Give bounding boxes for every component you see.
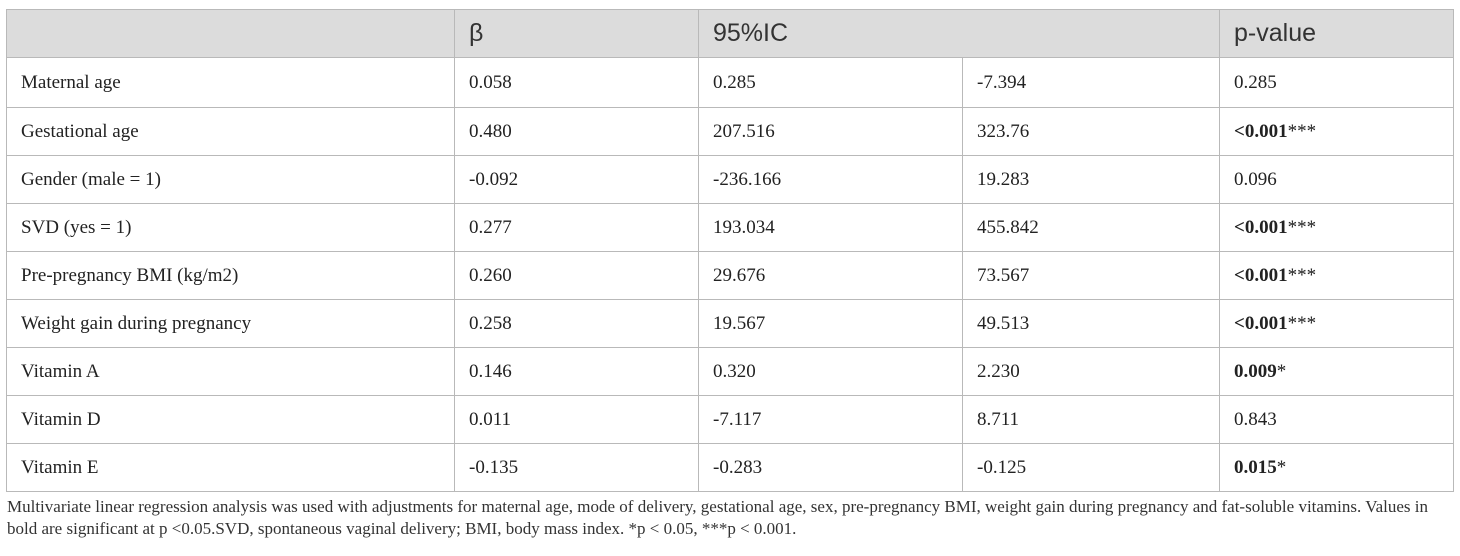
pvalue-cell: <0.001*** <box>1219 203 1455 252</box>
pvalue-number: 0.285 <box>1234 71 1277 93</box>
header-variable <box>6 9 455 58</box>
beta-cell: 0.058 <box>454 57 699 108</box>
table-row: Maternal age 0.058 0.285 -7.394 0.285 <box>6 57 1455 108</box>
row-label: SVD (yes = 1) <box>6 203 455 252</box>
pvalue-cell: 0.015* <box>1219 443 1455 492</box>
beta-cell: 0.011 <box>454 395 699 444</box>
ci-high-cell: 73.567 <box>961 251 1221 300</box>
significance-stars: *** <box>1287 312 1317 334</box>
pvalue-number: <0.001 <box>1234 312 1288 334</box>
pvalue-cell: <0.001*** <box>1219 299 1455 348</box>
header-ci: 95%IC <box>697 9 1221 58</box>
pvalue-cell: 0.096 <box>1219 155 1455 204</box>
pvalue-cell: 0.009* <box>1219 347 1455 396</box>
row-label: Vitamin E <box>6 443 455 492</box>
pvalue-cell: 0.843 <box>1219 395 1455 444</box>
row-label: Pre-pregnancy BMI (kg/m2) <box>6 251 455 300</box>
beta-cell: 0.258 <box>454 299 699 348</box>
pvalue-number: <0.001 <box>1234 216 1288 238</box>
significance-stars: *** <box>1287 264 1317 286</box>
table-row: Gender (male = 1) -0.092 -236.166 19.283 0.0… <box>6 155 1455 204</box>
header-pvalue: p-value <box>1219 9 1455 58</box>
pvalue-cell: 0.285 <box>1219 57 1455 108</box>
pvalue-number: <0.001 <box>1234 120 1288 142</box>
significance-stars: * <box>1276 456 1287 478</box>
beta-cell: 0.277 <box>454 203 699 252</box>
table-row: Vitamin E -0.135 -0.283 -0.125 0.015* <box>6 443 1455 492</box>
table-row: Vitamin D 0.011 -7.117 8.711 0.843 <box>6 395 1455 444</box>
table-footnote: Multivariate linear regression analysis … <box>7 497 1428 538</box>
beta-cell: -0.135 <box>454 443 699 492</box>
table-row: Vitamin A 0.146 0.320 2.230 0.009* <box>6 347 1455 396</box>
header-beta: β <box>454 9 699 58</box>
beta-cell: 0.260 <box>454 251 699 300</box>
ci-high-cell: 455.842 <box>961 203 1221 252</box>
header-row: β 95%IC p-value <box>6 9 1455 58</box>
ci-high-cell: -0.125 <box>961 443 1221 492</box>
ci-high-cell: 49.513 <box>961 299 1221 348</box>
row-label: Vitamin D <box>6 395 455 444</box>
ci-low-cell: -7.117 <box>698 395 963 444</box>
ci-low-cell: 207.516 <box>698 107 963 156</box>
ci-low-cell: -236.166 <box>698 155 963 204</box>
beta-cell: 0.146 <box>454 347 699 396</box>
table-row: Weight gain during pregnancy 0.258 19.567 4… <box>6 299 1455 348</box>
ci-low-cell: 0.285 <box>698 57 963 108</box>
table-row: Gestational age 0.480 207.516 323.76 <0.001*… <box>6 107 1455 156</box>
pvalue-number: <0.001 <box>1234 264 1288 286</box>
pvalue-number: 0.843 <box>1234 408 1277 430</box>
pvalue-cell: <0.001*** <box>1219 107 1455 156</box>
pvalue-number: 0.015 <box>1234 456 1277 478</box>
regression-table: β 95%IC p-value Maternal age 0.058 0.285 -7… <box>6 9 1455 492</box>
ci-low-cell: 29.676 <box>698 251 963 300</box>
ci-high-cell: 19.283 <box>961 155 1221 204</box>
ci-low-cell: 193.034 <box>698 203 963 252</box>
ci-low-cell: 19.567 <box>698 299 963 348</box>
significance-stars: *** <box>1287 216 1317 238</box>
row-label: Weight gain during pregnancy <box>6 299 455 348</box>
document: β 95%IC p-value Maternal age 0.058 0.285 -7… <box>6 9 1455 540</box>
pvalue-cell: <0.001*** <box>1219 251 1455 300</box>
row-label: Maternal age <box>6 57 455 108</box>
table-body: Maternal age 0.058 0.285 -7.394 0.285 Gestati… <box>6 57 1455 492</box>
significance-stars: *** <box>1287 120 1317 142</box>
pvalue-number: 0.096 <box>1234 168 1277 190</box>
table-row: SVD (yes = 1) 0.277 193.034 455.842 <0.001**… <box>6 203 1455 252</box>
ci-high-cell: -7.394 <box>961 57 1221 108</box>
ci-low-cell: -0.283 <box>698 443 963 492</box>
row-label: Gestational age <box>6 107 455 156</box>
ci-high-cell: 323.76 <box>961 107 1221 156</box>
significance-stars: * <box>1276 360 1287 382</box>
ci-high-cell: 8.711 <box>961 395 1221 444</box>
ci-low-cell: 0.320 <box>698 347 963 396</box>
beta-cell: -0.092 <box>454 155 699 204</box>
table-row: Pre-pregnancy BMI (kg/m2) 0.260 29.676 73.5… <box>6 251 1455 300</box>
pvalue-number: 0.009 <box>1234 360 1277 382</box>
row-label: Gender (male = 1) <box>6 155 455 204</box>
row-label: Vitamin A <box>6 347 455 396</box>
beta-cell: 0.480 <box>454 107 699 156</box>
ci-high-cell: 2.230 <box>961 347 1221 396</box>
